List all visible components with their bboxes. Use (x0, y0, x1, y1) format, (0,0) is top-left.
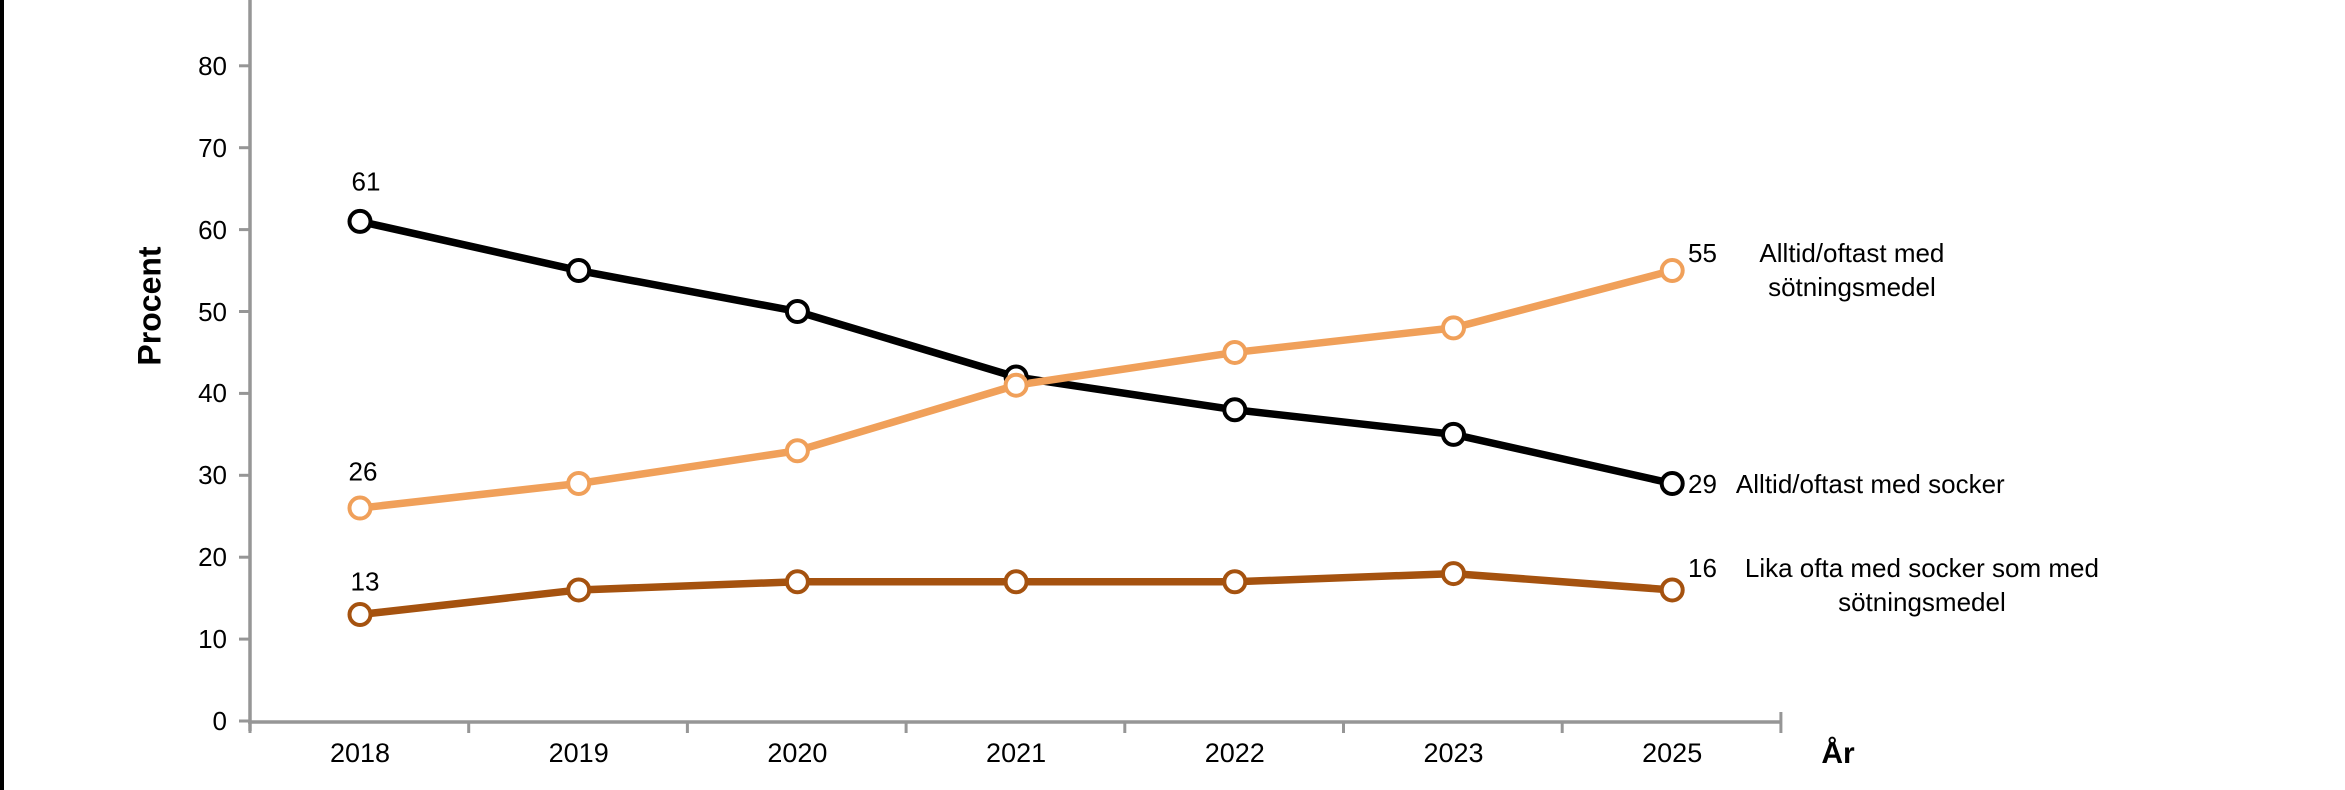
end-value-sotningsmedel: 55 (1688, 238, 1717, 268)
data-point-s2-2021 (1003, 569, 1029, 595)
series-line-0 (359, 217, 1674, 488)
data-point-s1-2019 (566, 470, 592, 496)
x-tick-label-2019: 2019 (548, 738, 609, 768)
x-tick-label-2025: 2025 (1642, 738, 1703, 768)
data-point-s0-2020 (784, 299, 810, 324)
data-point-s1-2018 (347, 495, 373, 521)
start-value-label-lika-ofta: 13 (350, 566, 380, 597)
y-tick-label-10: 10 (198, 624, 227, 655)
data-point-s0-2022 (1222, 397, 1248, 423)
data-point-s0-2025 (1659, 470, 1685, 496)
y-tick-label-80: 80 (198, 50, 227, 81)
x-tick-label-2018: 2018 (329, 738, 391, 768)
x-tick-label-2023: 2023 (1423, 738, 1484, 768)
left-edge-border (0, 0, 4, 790)
data-point-s0-2019 (566, 258, 592, 284)
data-point-s1-2022 (1222, 339, 1248, 365)
data-point-s1-2023 (1441, 315, 1466, 341)
x-tick-label-2021: 2021 (986, 738, 1047, 768)
data-point-s1-2020 (784, 438, 810, 464)
x-tick-label-2022: 2022 (1204, 738, 1265, 768)
y-tick-label-30: 30 (198, 460, 227, 491)
data-point-s2-2019 (566, 577, 592, 603)
y-tick-label-70: 70 (198, 132, 227, 163)
data-point-s1-2025 (1659, 258, 1685, 284)
data-point-s2-2022 (1222, 569, 1248, 595)
data-point-s0-2023 (1441, 421, 1466, 447)
series-label-lika-ofta: 16 Lika ofta med socker som med sötnings… (1688, 551, 2108, 619)
series-label-socker: 29 Alltid/oftast med socker (1688, 467, 2005, 501)
y-tick-label-0: 0 (212, 706, 227, 736)
data-point-s1-2021 (1003, 372, 1029, 398)
y-tick-label-60: 60 (198, 214, 227, 245)
end-value-socker: 29 (1688, 469, 1717, 499)
series-name-socker: Alltid/oftast med socker (1735, 469, 2005, 499)
start-value-label-socker: 61 (351, 166, 381, 197)
x-tick-label-2020: 2020 (767, 738, 828, 768)
y-tick-label-20: 20 (198, 542, 227, 573)
series-label-sotningsmedel: 55 Alltid/oftast med sötningsmedel (1688, 236, 1968, 304)
data-point-s2-2023 (1441, 561, 1466, 587)
data-point-s2-2025 (1659, 577, 1685, 603)
data-point-s2-2018 (347, 602, 373, 628)
data-point-s0-2018 (347, 208, 373, 234)
y-tick-label-50: 50 (198, 296, 227, 327)
data-point-s2-2020 (784, 569, 810, 595)
y-axis-title: Procent (131, 246, 168, 366)
start-value-label-sotningsmedel: 26 (348, 456, 378, 487)
series-name-lika-ofta: Lika ofta med socker som med sötningsmed… (1744, 553, 2099, 617)
x-axis-title: År (1821, 737, 1855, 770)
y-tick-label-40: 40 (198, 378, 227, 409)
end-value-lika-ofta: 16 (1688, 553, 1717, 583)
series-name-sotningsmedel: Alltid/oftast med sötningsmedel (1759, 238, 1945, 302)
